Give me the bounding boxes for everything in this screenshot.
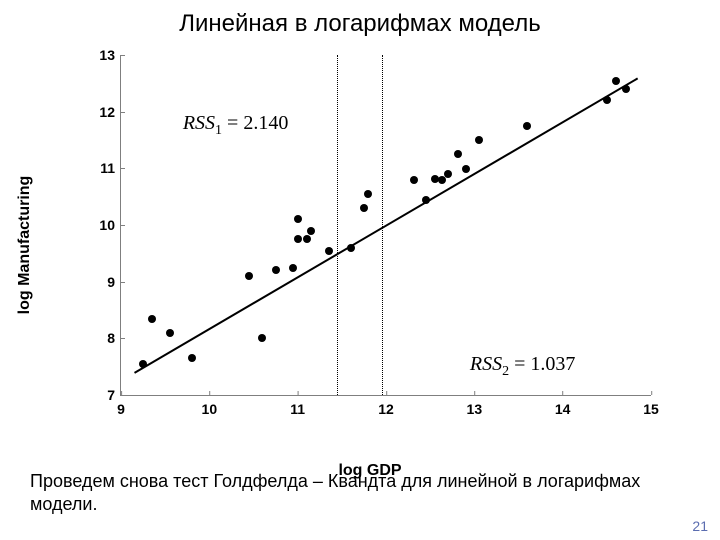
plot-area: 789101112139101112131415RSS1 = 2.140RSS2…	[120, 55, 651, 396]
data-point	[166, 329, 174, 337]
xtick: 10	[202, 395, 218, 417]
data-point	[410, 176, 418, 184]
data-point	[258, 334, 266, 342]
data-point	[422, 196, 430, 204]
data-point	[272, 266, 280, 274]
ytick: 9	[107, 274, 121, 290]
data-point	[188, 354, 196, 362]
data-point	[612, 77, 620, 85]
data-point	[475, 136, 483, 144]
data-point	[139, 360, 147, 368]
data-point	[347, 244, 355, 252]
data-point	[523, 122, 531, 130]
xtick: 12	[378, 395, 394, 417]
data-point	[245, 272, 253, 280]
data-point	[603, 96, 611, 104]
data-point	[294, 215, 302, 223]
data-point	[303, 235, 311, 243]
ytick: 13	[99, 47, 121, 63]
xtick: 15	[643, 395, 659, 417]
data-point	[444, 170, 452, 178]
data-point	[325, 247, 333, 255]
partition-line	[337, 55, 338, 395]
data-point	[364, 190, 372, 198]
data-point	[289, 264, 297, 272]
page-number: 21	[692, 518, 708, 534]
scatter-chart: log Manufacturing 7891011121391011121314…	[80, 55, 660, 435]
xtick: 13	[467, 395, 483, 417]
data-point	[462, 165, 470, 173]
data-point	[360, 204, 368, 212]
ytick: 12	[99, 104, 121, 120]
body-text: Проведем снова тест Голдфелда – Квандта …	[30, 470, 690, 515]
annotation-rss2: RSS2 = 1.037	[470, 353, 576, 380]
ytick: 10	[99, 217, 121, 233]
xtick: 14	[555, 395, 571, 417]
partition-line	[382, 55, 383, 395]
data-point	[294, 235, 302, 243]
y-axis-label: log Manufacturing	[16, 176, 34, 315]
annotation-rss1: RSS1 = 2.140	[183, 112, 289, 139]
data-point	[454, 150, 462, 158]
ytick: 8	[107, 330, 121, 346]
page-title: Линейная в логарифмах модель	[0, 10, 720, 38]
xtick: 9	[117, 395, 125, 417]
xtick: 11	[290, 395, 305, 417]
data-point	[148, 315, 156, 323]
data-point	[307, 227, 315, 235]
data-point	[622, 85, 630, 93]
ytick: 11	[100, 160, 121, 176]
